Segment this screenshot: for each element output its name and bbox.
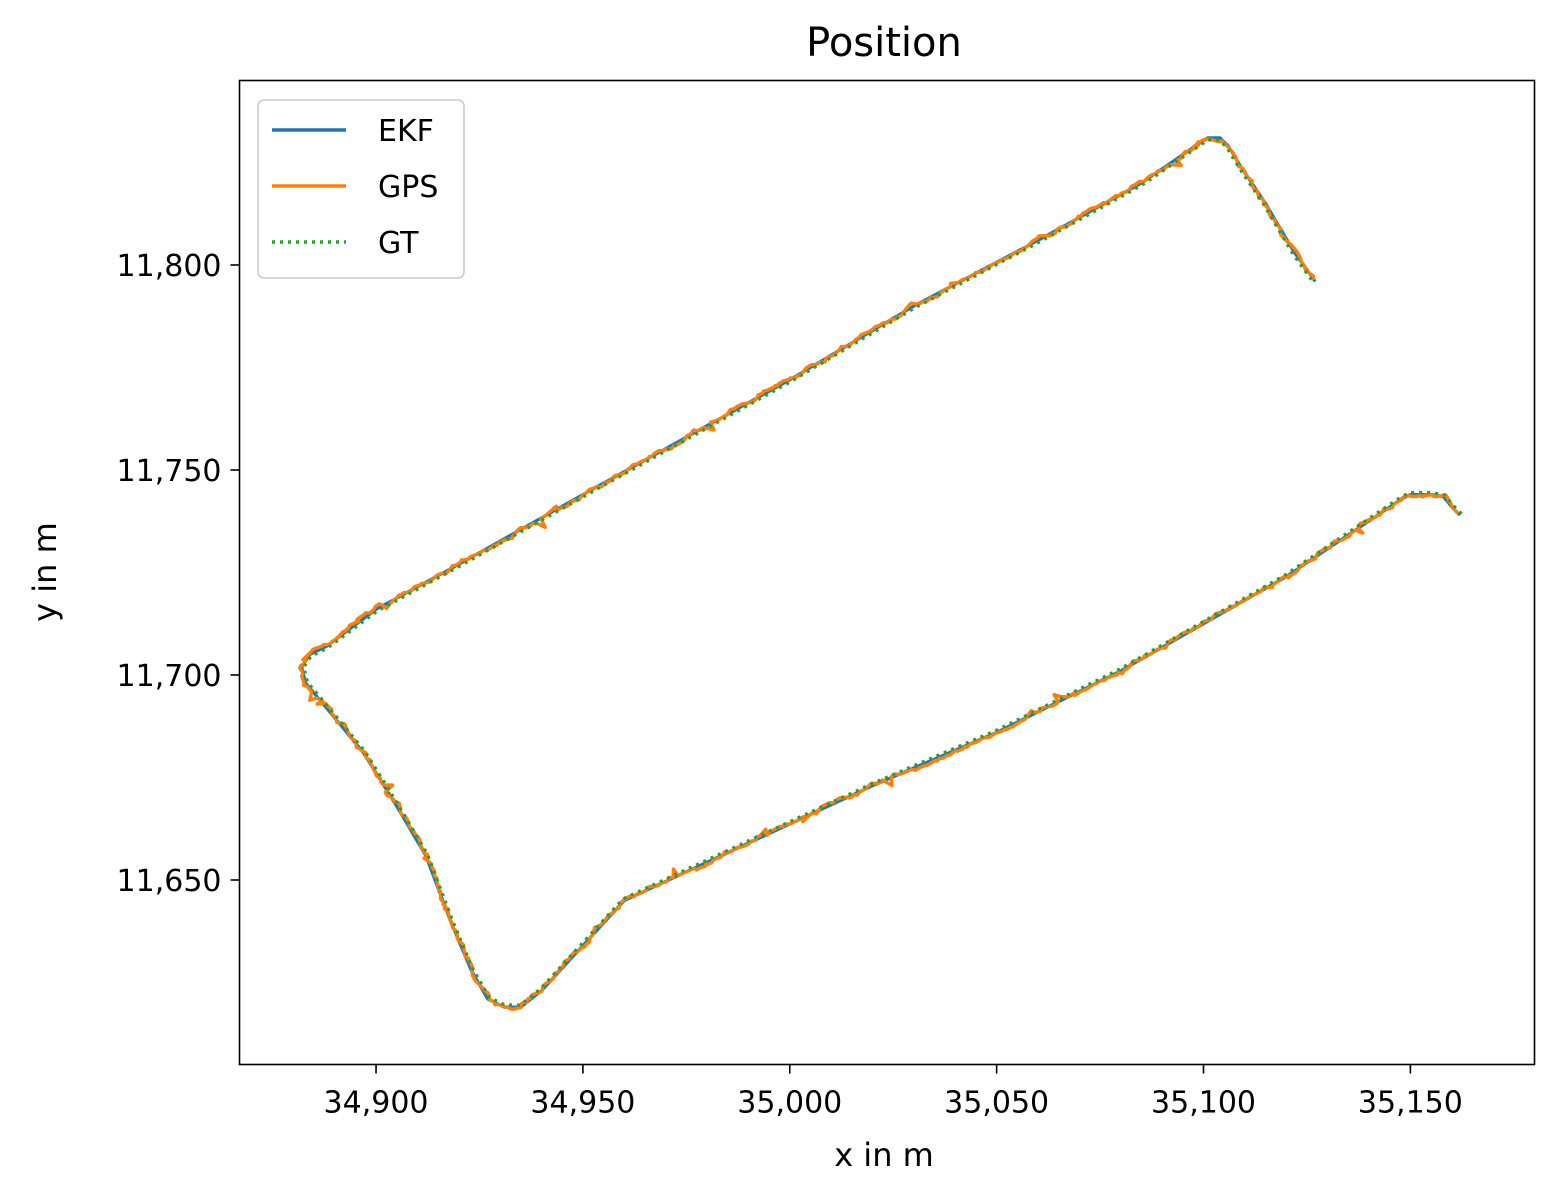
- axes-layer: 34,900 34,950 35,000 35,050 35,100 35,150 11,6…: [117, 249, 1463, 1121]
- y-tick-label: 11,800: [117, 249, 222, 284]
- legend-label-gps: GPS: [378, 170, 438, 205]
- x-axis-label: x in m: [834, 1136, 934, 1174]
- series-gt-line: [301, 138, 1463, 1007]
- legend-label-ekf: EKF: [378, 114, 434, 149]
- x-tick-label: 35,050: [944, 1086, 1049, 1121]
- y-tick-label: 11,750: [117, 454, 222, 489]
- legend: EKF GPS GT: [257, 99, 465, 279]
- x-tick-label: 35,150: [1358, 1086, 1463, 1121]
- x-tick-label: 34,900: [324, 1086, 429, 1121]
- series-ekf-line: [300, 136, 1462, 1009]
- y-tick-label: 11,700: [117, 659, 222, 694]
- x-tick-label: 35,000: [737, 1086, 842, 1121]
- series-gps-line: [298, 137, 1460, 1011]
- x-tick-label: 35,100: [1151, 1086, 1256, 1121]
- legend-box: [257, 99, 465, 279]
- chart-title: Position: [806, 20, 962, 66]
- plot-frame: [238, 79, 1536, 1066]
- y-tick-label: 11,650: [117, 864, 222, 899]
- y-axis-label: y in m: [26, 522, 64, 622]
- x-tick-label: 34,950: [530, 1086, 635, 1121]
- legend-label-gt: GT: [378, 226, 419, 261]
- series-layer: [298, 136, 1463, 1011]
